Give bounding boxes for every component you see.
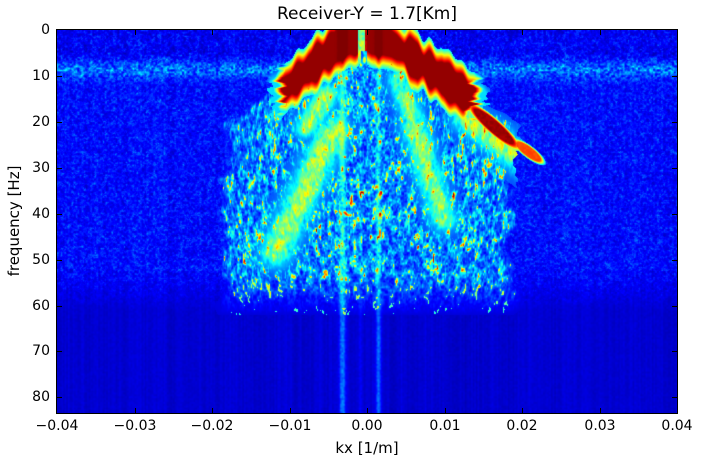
y-tick-label: 60 (32, 298, 50, 314)
x-axis-label: kx [1/m] (335, 439, 399, 457)
y-tick-label: 20 (32, 114, 50, 130)
tick-mark (522, 30, 523, 35)
tick-mark (672, 168, 677, 169)
plot-title: Receiver-Y = 1.7[Km] (276, 4, 458, 24)
tick-mark (672, 351, 677, 352)
y-tick-label: 70 (32, 343, 50, 359)
tick-mark (57, 306, 62, 307)
heatmap-canvas (57, 30, 677, 413)
x-tick-label: 0.01 (429, 418, 461, 434)
tick-mark (57, 351, 62, 352)
x-tick-label: 0.04 (661, 418, 693, 434)
tick-mark (672, 260, 677, 261)
x-tick-label: 0.00 (351, 418, 383, 434)
tick-mark (212, 30, 213, 35)
tick-mark (290, 408, 291, 413)
tick-mark (445, 30, 446, 35)
x-tick-label: −0.01 (268, 418, 312, 434)
tick-mark (445, 408, 446, 413)
tick-mark (672, 306, 677, 307)
tick-mark (212, 408, 213, 413)
tick-mark (57, 122, 62, 123)
tick-mark (57, 168, 62, 169)
x-tick-label: 0.03 (584, 418, 616, 434)
tick-mark (135, 408, 136, 413)
x-tick-label: −0.02 (190, 418, 234, 434)
x-tick-label: −0.04 (35, 418, 79, 434)
tick-mark (57, 214, 62, 215)
tick-mark (57, 76, 62, 77)
tick-mark (672, 76, 677, 77)
y-tick-label: 50 (32, 252, 50, 268)
y-tick-label: 30 (32, 160, 50, 176)
x-tick-label: −0.03 (113, 418, 157, 434)
y-tick-label: 10 (32, 68, 50, 84)
tick-mark (135, 30, 136, 35)
y-tick-label: 80 (32, 389, 50, 405)
y-tick-label: 40 (32, 206, 50, 222)
tick-mark (600, 408, 601, 413)
tick-mark (672, 397, 677, 398)
tick-mark (672, 122, 677, 123)
tick-mark (672, 214, 677, 215)
tick-mark (600, 30, 601, 35)
plot-area (56, 29, 678, 414)
x-tick-label: 0.02 (506, 418, 538, 434)
tick-mark (290, 30, 291, 35)
tick-mark (367, 30, 368, 35)
tick-mark (522, 408, 523, 413)
y-tick-label: 0 (41, 22, 50, 38)
tick-mark (367, 408, 368, 413)
tick-mark (57, 397, 62, 398)
tick-mark (57, 260, 62, 261)
